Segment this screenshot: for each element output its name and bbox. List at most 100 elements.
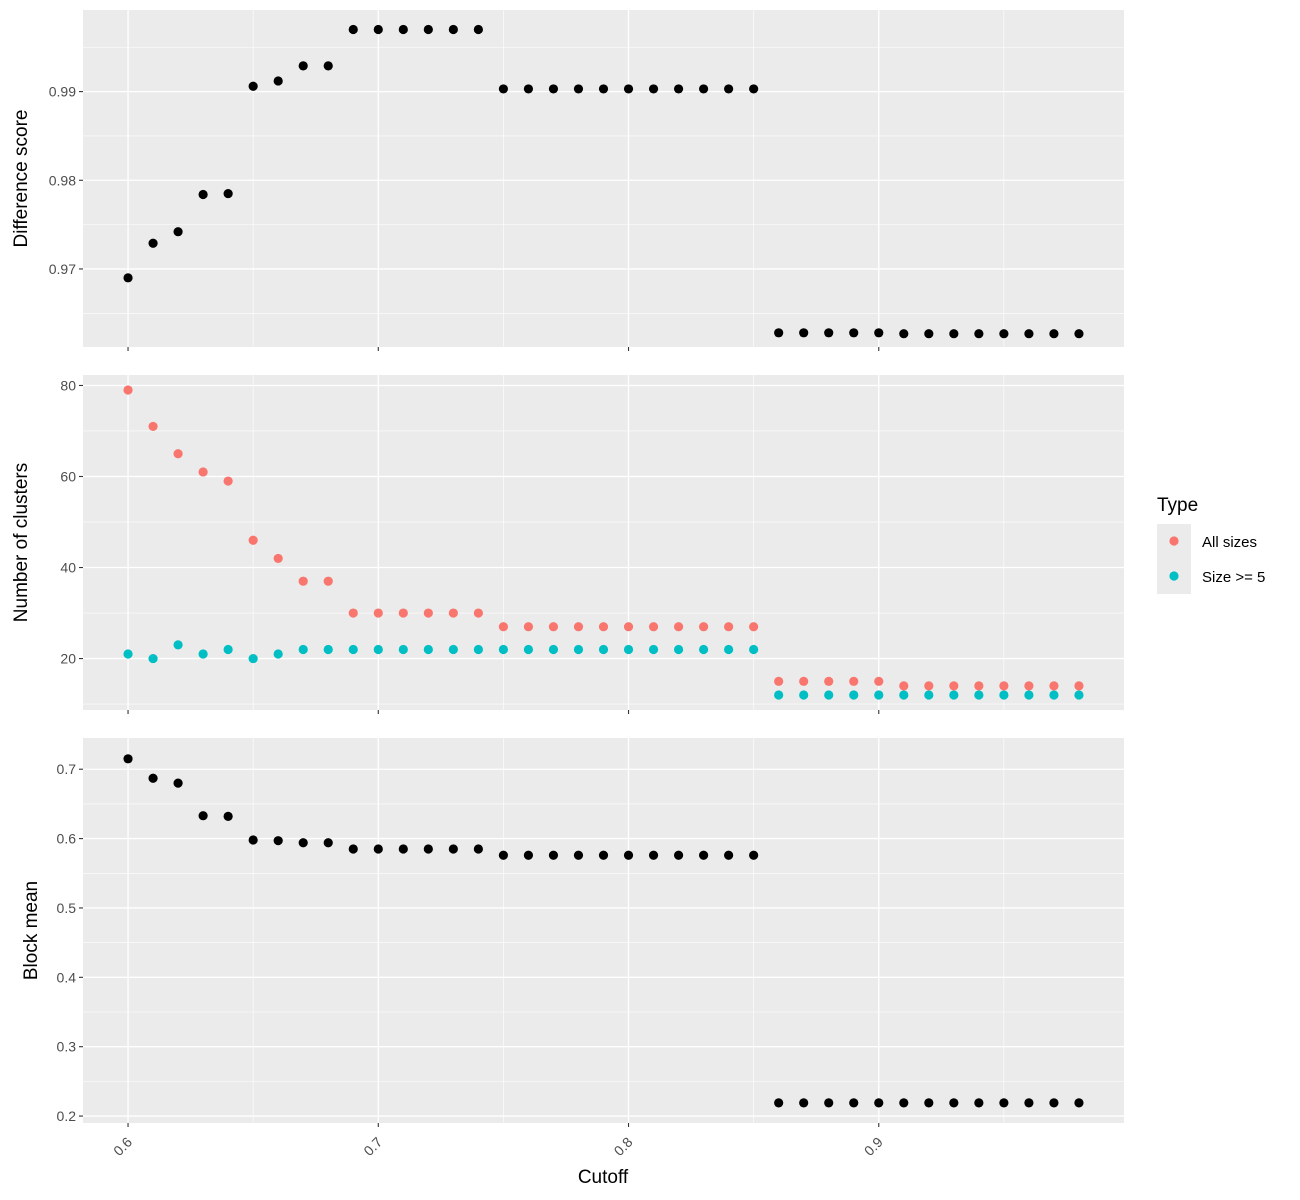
data-point <box>123 649 133 659</box>
data-point <box>724 84 734 94</box>
data-point <box>448 608 458 618</box>
data-point <box>373 24 383 35</box>
data-point <box>673 84 684 94</box>
data-point <box>749 84 759 94</box>
data-point <box>1074 690 1084 700</box>
data-point <box>148 653 158 664</box>
data-point <box>648 850 659 860</box>
data-point <box>899 681 909 691</box>
data-point <box>398 644 408 655</box>
data-point <box>924 1098 934 1108</box>
data-point <box>724 644 734 655</box>
legend-label-all-sizes: All sizes <box>1202 534 1257 551</box>
data-point <box>799 1098 809 1108</box>
x-axis: 0.6 0.7 0.8 0.9 <box>110 1134 886 1159</box>
data-point <box>348 844 358 854</box>
data-point <box>248 653 258 664</box>
data-point <box>548 622 559 632</box>
y-axis-title: Block mean <box>21 881 42 980</box>
data-point <box>248 835 258 845</box>
data-point <box>749 850 759 860</box>
data-point <box>473 844 483 854</box>
data-point <box>273 553 283 564</box>
data-point <box>148 421 158 432</box>
data-point <box>673 622 684 632</box>
data-point <box>799 328 809 338</box>
x-tick-label: 0.8 <box>611 1134 636 1159</box>
data-point <box>298 838 308 848</box>
data-point <box>523 850 534 860</box>
data-point <box>498 622 509 632</box>
data-point <box>148 773 158 783</box>
data-point <box>598 84 609 94</box>
data-point <box>724 622 734 632</box>
data-point <box>523 84 534 94</box>
data-point <box>123 273 133 283</box>
data-point <box>173 227 183 237</box>
data-point <box>623 850 634 860</box>
data-point <box>724 850 734 860</box>
data-point <box>548 84 559 94</box>
y-tick-label: 0.5 <box>57 900 77 916</box>
data-point <box>949 681 959 691</box>
legend-label-size-5: Size >= 5 <box>1202 569 1265 586</box>
panel-background <box>83 738 1124 1123</box>
y-tick-label: 60 <box>60 469 76 485</box>
data-point <box>373 608 383 618</box>
y-tick-label: 0.99 <box>49 84 76 100</box>
data-point <box>874 690 884 700</box>
data-point <box>398 24 408 35</box>
y-tick-label: 80 <box>60 377 76 393</box>
data-point <box>473 608 483 618</box>
y-tick-label: 0.3 <box>57 1039 77 1055</box>
data-point <box>648 84 659 94</box>
data-point <box>498 850 509 860</box>
data-point <box>1049 329 1059 339</box>
data-point <box>899 690 909 700</box>
data-point <box>698 850 709 860</box>
x-tick-label: 0.6 <box>110 1134 135 1159</box>
x-tick-label: 0.9 <box>861 1134 886 1159</box>
data-point <box>673 850 684 860</box>
data-point <box>548 850 559 860</box>
data-point <box>774 328 784 338</box>
data-point <box>223 188 233 199</box>
data-point <box>498 644 509 655</box>
data-point <box>623 622 634 632</box>
data-point <box>698 84 709 94</box>
data-point <box>273 76 283 86</box>
data-point <box>974 329 984 339</box>
data-point <box>373 644 383 655</box>
data-point <box>198 811 208 821</box>
data-point <box>849 1098 859 1108</box>
data-point <box>949 1098 959 1108</box>
y-tick-label: 0.4 <box>57 969 77 985</box>
data-point <box>348 608 358 618</box>
data-point <box>999 690 1009 700</box>
data-point <box>974 681 984 691</box>
y-tick-label: 20 <box>60 651 76 667</box>
data-point <box>573 644 584 655</box>
y-tick-label: 0.97 <box>49 261 76 277</box>
data-point <box>874 1098 884 1108</box>
data-point <box>924 329 934 339</box>
data-point <box>223 644 233 655</box>
data-point <box>373 844 383 854</box>
data-point <box>398 608 408 618</box>
number-of-clusters-panel: 20 40 60 80 Number of clusters <box>11 375 1124 714</box>
data-point <box>874 676 884 686</box>
data-point <box>974 690 984 700</box>
data-point <box>223 811 233 821</box>
y-tick-label: 0.2 <box>57 1108 77 1124</box>
data-point <box>774 690 784 700</box>
data-point <box>123 385 133 395</box>
data-point <box>323 838 333 848</box>
data-point <box>824 676 834 686</box>
data-point <box>999 681 1009 691</box>
data-point <box>448 24 458 35</box>
data-point <box>999 1098 1009 1108</box>
data-point <box>1024 681 1034 691</box>
data-point <box>874 328 884 338</box>
data-point <box>298 576 308 586</box>
